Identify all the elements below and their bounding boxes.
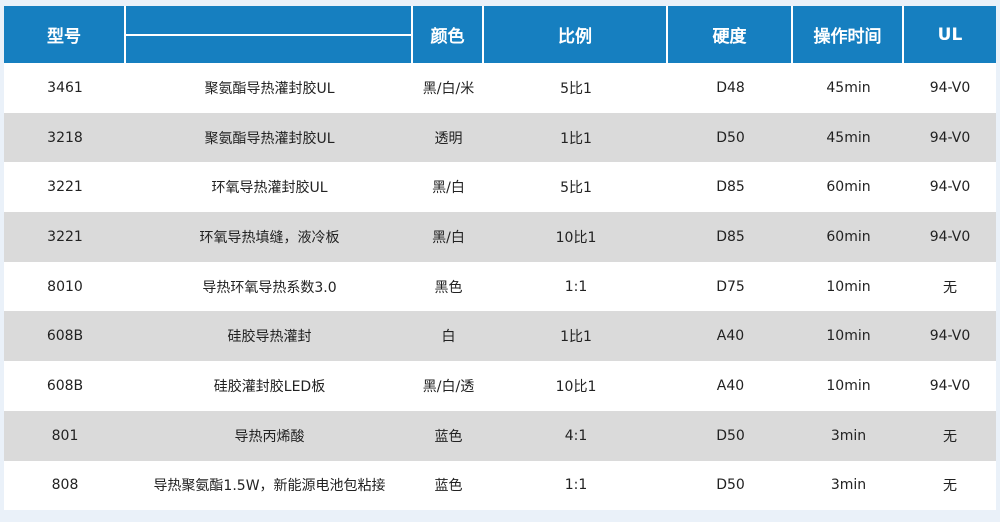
cell-hardness: D85 — [716, 179, 745, 196]
cell-hardness: A40 — [716, 328, 745, 345]
cell-ratio: 1比1 — [560, 130, 592, 147]
cell-name: 环氧导热填缝，液冷板 — [199, 229, 340, 246]
cell-model: 8010 — [47, 278, 83, 295]
cell-color: 蓝色 — [434, 478, 463, 495]
table-row: 608B 硅胶灌封胶LED板 黑/白/透 10比1 A40 10min 94-V0 — [4, 361, 996, 411]
cell-model: 3221 — [47, 228, 83, 245]
header-hardness: 硬度 — [668, 6, 793, 63]
header-name — [126, 6, 413, 63]
table-body: 3461 聚氨酯导热灌封胶UL 黑/白/米 5比1 D48 45min 94-V0 3218 聚… — [4, 63, 996, 511]
cell-time: 10min — [826, 377, 871, 394]
cell-time: 10min — [826, 278, 871, 295]
cell-model: 801 — [51, 427, 79, 444]
cell-time: 60min — [826, 179, 871, 196]
cell-name: 硅胶导热灌封 — [227, 329, 312, 346]
cell-color: 黑/白 — [432, 180, 465, 197]
cell-time: 3min — [830, 477, 867, 494]
cell-hardness: D50 — [716, 129, 745, 146]
cell-name: 导热丙烯酸 — [234, 428, 305, 445]
product-table: 型号 颜色 比例 硬度 操作时间 UL 3461 聚氨酯导热灌封胶UL 黑/白/米 5… — [4, 6, 996, 511]
cell-model: 3218 — [47, 129, 83, 146]
cell-color: 黑/白/米 — [422, 80, 475, 97]
cell-ul: 94-V0 — [929, 328, 971, 345]
header-time: 操作时间 — [793, 6, 904, 63]
cell-model: 608B — [46, 328, 84, 345]
cell-name: 导热环氧导热系数3.0 — [202, 279, 337, 296]
table-row: 3218 聚氨酯导热灌封胶UL 透明 1比1 D50 45min 94-V0 — [4, 112, 996, 163]
cell-name: 硅胶灌封胶LED板 — [213, 378, 326, 395]
table-row: 608B 硅胶导热灌封 白 1比1 A40 10min 94-V0 — [4, 311, 996, 362]
cell-model: 808 — [51, 477, 79, 494]
cell-name: 聚氨酯导热灌封胶UL — [204, 130, 335, 147]
table-row: 3461 聚氨酯导热灌封胶UL 黑/白/米 5比1 D48 45min 94-V0 — [4, 63, 996, 113]
cell-ul: 无 — [943, 279, 957, 296]
header-ratio: 比例 — [484, 6, 668, 63]
cell-hardness: D85 — [716, 228, 745, 245]
header-model: 型号 — [4, 6, 126, 63]
cell-ratio: 10比1 — [555, 378, 597, 395]
cell-ratio: 1:1 — [564, 477, 588, 494]
cell-ratio: 5比1 — [560, 180, 592, 197]
table-row: 801 导热丙烯酸 蓝色 4:1 D50 3min 无 — [4, 410, 996, 461]
cell-ratio: 4:1 — [564, 427, 588, 444]
cell-ul: 94-V0 — [929, 129, 971, 146]
cell-ratio: 1比1 — [560, 329, 592, 346]
table-row: 8010 导热环氧导热系数3.0 黑色 1:1 D75 10min 无 — [4, 261, 996, 312]
cell-ratio: 1:1 — [564, 278, 588, 295]
cell-color: 黑/白 — [432, 229, 465, 246]
cell-time: 45min — [826, 129, 871, 146]
cell-ul: 94-V0 — [929, 377, 971, 394]
cell-model: 3221 — [47, 179, 83, 196]
cell-hardness: D75 — [716, 278, 745, 295]
cell-ul: 94-V0 — [929, 228, 971, 245]
cell-ul: 94-V0 — [929, 179, 971, 196]
cell-hardness: D50 — [716, 427, 745, 444]
header-color: 颜色 — [413, 6, 484, 63]
table-row: 808 导热聚氨酯1.5W，新能源电池包粘接 蓝色 1:1 D50 3min 无 — [4, 460, 996, 511]
cell-hardness: D50 — [716, 477, 745, 494]
cell-time: 60min — [826, 228, 871, 245]
cell-model: 3461 — [47, 79, 83, 96]
table-row: 3221 环氧导热填缝，液冷板 黑/白 10比1 D85 60min 94-V0 — [4, 212, 996, 262]
cell-name: 导热聚氨酯1.5W，新能源电池包粘接 — [153, 478, 386, 495]
cell-color: 黑色 — [434, 279, 463, 296]
cell-hardness: A40 — [716, 377, 745, 394]
cell-name: 环氧导热灌封胶UL — [211, 180, 328, 197]
table-header: 型号 颜色 比例 硬度 操作时间 UL — [4, 6, 996, 63]
cell-ul: 94-V0 — [929, 79, 971, 96]
cell-time: 45min — [826, 79, 871, 96]
cell-ratio: 5比1 — [560, 80, 592, 97]
cell-color: 蓝色 — [434, 428, 463, 445]
cell-time: 10min — [826, 328, 871, 345]
cell-model: 608B — [46, 377, 84, 394]
cell-ul: 无 — [943, 478, 957, 495]
header-ul: UL — [904, 6, 996, 63]
cell-color: 黑/白/透 — [422, 378, 475, 395]
cell-time: 3min — [830, 427, 867, 444]
cell-color: 白 — [441, 329, 456, 346]
cell-ul: 无 — [943, 428, 957, 445]
cell-name: 聚氨酯导热灌封胶UL — [204, 80, 335, 97]
cell-hardness: D48 — [716, 79, 745, 96]
cell-ratio: 10比1 — [555, 229, 597, 246]
table-row: 3221 环氧导热灌封胶UL 黑/白 5比1 D85 60min 94-V0 — [4, 162, 996, 213]
cell-color: 透明 — [434, 130, 463, 147]
